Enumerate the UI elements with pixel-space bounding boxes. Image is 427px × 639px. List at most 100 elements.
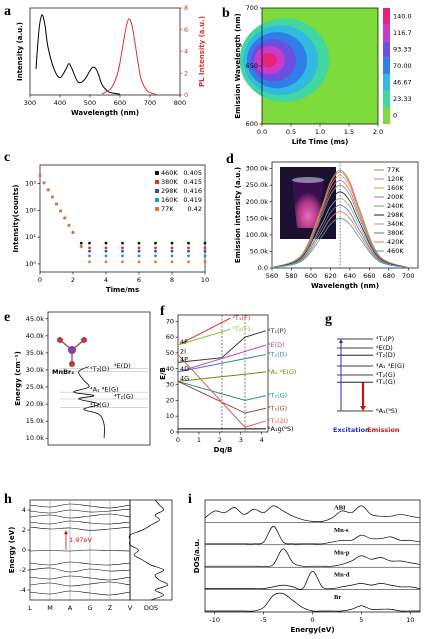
plot-frame bbox=[271, 161, 419, 269]
x-tick-label: 580 bbox=[285, 272, 297, 280]
x-tick-label: 0 bbox=[38, 276, 42, 284]
colorbar-cell bbox=[383, 74, 390, 91]
band bbox=[29, 549, 131, 552]
y-tick-label: -2 bbox=[20, 566, 26, 574]
y-tick-label: 0 bbox=[22, 546, 26, 554]
x-tick-label: 600 bbox=[305, 272, 317, 280]
panel-letter: e bbox=[4, 310, 10, 325]
x-tick-label: 4 bbox=[104, 276, 108, 284]
plot-frame bbox=[39, 164, 206, 273]
band bbox=[29, 520, 131, 525]
x-tick-label: 8 bbox=[170, 276, 174, 284]
x-tick-label: 660 bbox=[363, 272, 375, 280]
x-tick-label: 400 bbox=[54, 99, 66, 107]
series-line bbox=[271, 198, 409, 269]
point bbox=[154, 246, 157, 250]
legend-label: 77K bbox=[161, 205, 174, 213]
x-tick-label: 0.0 bbox=[257, 128, 267, 136]
x-axis-label: Time/ms bbox=[106, 286, 139, 294]
legend-lifetime: 0.416 bbox=[183, 187, 202, 195]
x-axis-label: Energy(eV) bbox=[290, 626, 334, 634]
point bbox=[38, 174, 42, 178]
y-tick-label: 25.0k bbox=[26, 383, 44, 391]
y2-axis-label: PL Intensity (a.u.) bbox=[198, 16, 206, 87]
y-tick-label: 2 bbox=[22, 526, 26, 534]
point bbox=[121, 246, 124, 250]
colorbar-cell bbox=[383, 107, 390, 124]
legend-label: 160K bbox=[387, 184, 404, 192]
y-tick-label: 600 bbox=[246, 120, 258, 128]
dos-label: DOS bbox=[144, 604, 158, 612]
series-line bbox=[271, 184, 409, 269]
y-axis-label: DOS/a.u. bbox=[193, 539, 201, 573]
dos-name: Mn-s bbox=[334, 527, 349, 534]
dos-name: Mn-p bbox=[334, 549, 350, 556]
plot-frame bbox=[129, 499, 173, 601]
curve-label: ⁴E(D) bbox=[268, 341, 285, 349]
x-tick-label: 300 bbox=[24, 99, 36, 107]
y-tick-label: 70 bbox=[166, 317, 174, 325]
y-tick-label: 10² bbox=[25, 206, 36, 214]
y-tick-label: 650 bbox=[246, 62, 258, 70]
panel-letter: i bbox=[188, 492, 192, 507]
band bbox=[29, 508, 131, 514]
dos-curve bbox=[205, 592, 420, 612]
point bbox=[104, 254, 108, 258]
x-tick-label: 620 bbox=[324, 272, 336, 280]
point bbox=[137, 246, 141, 250]
x-tick-label: 800 bbox=[174, 99, 186, 107]
dos-name: Br bbox=[334, 594, 341, 601]
point bbox=[79, 245, 83, 248]
y-axis-label: Energy (cm⁻¹) bbox=[14, 351, 22, 406]
y-tick-label: 0.0 bbox=[258, 264, 268, 272]
colorbar-cell bbox=[383, 24, 390, 42]
level-label: ⁴T₁(P) bbox=[376, 335, 394, 343]
y-tick-label: 40 bbox=[166, 365, 174, 373]
legend-label: 420K bbox=[387, 238, 404, 246]
band bbox=[29, 503, 131, 509]
x-tick-label: 0 bbox=[310, 616, 314, 624]
level-label: ⁴T₁(G) bbox=[376, 378, 395, 386]
x-axis-label: Life Time (ms) bbox=[292, 138, 349, 146]
excitation-label: Excitation bbox=[333, 426, 370, 434]
molecule-icon bbox=[57, 337, 87, 367]
band bbox=[29, 567, 131, 573]
x-tick-label: 680 bbox=[383, 272, 395, 280]
panel-letter: a bbox=[4, 4, 11, 19]
y-tick-label: -4 bbox=[20, 586, 26, 594]
level-label: ⁴T₂(G) bbox=[376, 371, 395, 379]
curve-label: ⁴T₁(F) bbox=[232, 314, 250, 322]
curve-label: ⁶A₁g(⁶S) bbox=[268, 425, 294, 433]
y-tick-label: 50.0k bbox=[250, 247, 268, 255]
legend-label: 298K bbox=[387, 211, 404, 219]
band bbox=[29, 590, 131, 596]
legend-label: 120K bbox=[387, 175, 404, 183]
legend-swatch bbox=[155, 189, 159, 193]
level-label: ⁴E(D) bbox=[114, 362, 131, 370]
series-line bbox=[271, 174, 409, 269]
x-tick-label: 560 bbox=[266, 272, 278, 280]
k-label: G bbox=[87, 604, 92, 612]
curve-label: ⁴T₂(D) bbox=[268, 351, 287, 359]
point bbox=[137, 254, 141, 258]
y-tick-label: 4 bbox=[22, 506, 26, 514]
y-tick-label: 20 bbox=[166, 396, 174, 404]
k-label: L bbox=[28, 604, 32, 612]
curve-label: ²T₂(2I) bbox=[268, 417, 288, 425]
series-line bbox=[101, 18, 157, 95]
point bbox=[63, 216, 67, 220]
series-line bbox=[177, 330, 267, 363]
emission-label: Emission bbox=[367, 426, 400, 434]
x-tick-label: 2 bbox=[71, 276, 75, 284]
point bbox=[121, 254, 124, 258]
curve-label: ⁴A₁ ⁴E(G) bbox=[268, 368, 297, 376]
panel-letter: g bbox=[325, 312, 332, 327]
point bbox=[88, 246, 91, 250]
y-tick-label: 10.0k bbox=[26, 434, 44, 442]
x-tick-label: 700 bbox=[144, 99, 156, 107]
term-label: 2I bbox=[180, 348, 186, 356]
series-line bbox=[177, 317, 231, 346]
point bbox=[67, 223, 71, 227]
y-tick-label: 10¹ bbox=[25, 233, 36, 241]
k-label: M bbox=[47, 604, 53, 612]
